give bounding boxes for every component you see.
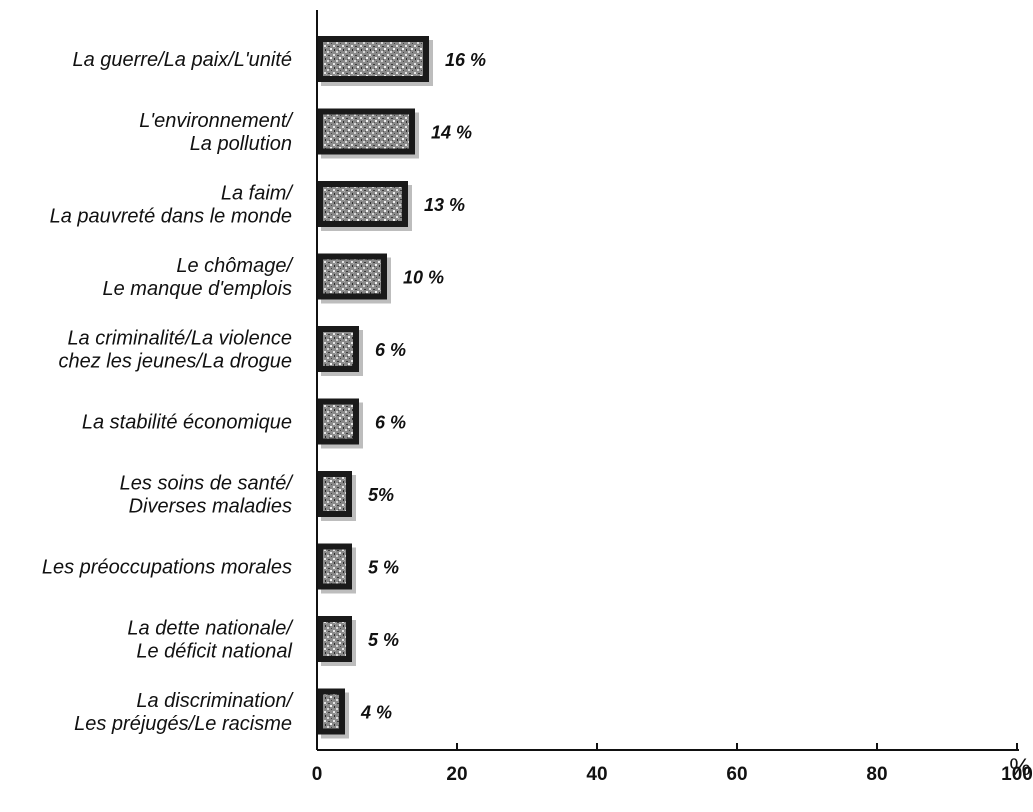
bar-texture [323,622,346,656]
category-label: L'environnement/ [139,110,294,132]
category-label: La criminalité/La violence [67,328,292,350]
value-label: 16 % [445,50,486,70]
bar-texture [323,187,402,221]
value-label: 5 % [368,558,399,578]
axes: 0 20 40 60 80 100% [312,10,1033,785]
x-tick-label: 60 [726,764,747,785]
category-label: La pollution [190,133,292,155]
category-label: La discrimination/ [136,690,294,712]
category-label: La stabilité économique [82,412,292,434]
category-label: chez les jeunes/La drogue [59,351,293,373]
bar-texture [323,332,353,366]
category-label: Le chômage/ [176,255,294,277]
category-label: Les préoccupations morales [42,557,292,579]
value-label: 5% [368,485,394,505]
bars-layer [317,36,433,739]
value-label: 5 % [368,630,399,650]
x-axis-unit-label: % [1009,754,1030,781]
x-tick-label: 0 [312,764,323,785]
value-label: 6 % [375,413,406,433]
value-label: 10 % [403,268,444,288]
category-label: La guerre/La paix/L'unité [72,49,292,71]
bar-texture [323,404,353,439]
category-label: Les soins de santé/ [120,473,295,495]
x-tick-label: 20 [446,764,467,785]
bar-texture [323,477,346,511]
bar-texture [323,259,381,294]
category-label: La dette nationale/ [127,618,294,640]
category-label: Le déficit national [136,641,292,663]
value-label: 14 % [431,123,472,143]
category-label: Les préjugés/Le racisme [74,713,292,735]
x-tick-label: 100 [1001,764,1033,785]
bar-texture [323,694,339,729]
value-label: 6 % [375,340,406,360]
category-label: Diverses maladies [129,496,292,518]
category-label: Le manque d'emplois [103,278,293,300]
bar-texture [323,42,423,76]
x-tick-label: 40 [586,764,607,785]
category-label: La faim/ [221,183,295,205]
value-label: 13 % [424,195,465,215]
category-label: La pauvreté dans le monde [50,206,292,228]
value-label: 4 % [360,703,392,723]
bar-texture [323,549,346,584]
bar-texture [323,114,409,149]
x-tick-label: 80 [866,764,887,785]
value-labels: 16 % 14 % 13 % 10 % 6 % 6 % 5% 5 % 5 % 4 % [360,50,486,723]
category-labels: La guerre/La paix/L'unité L'environnement… [42,49,295,735]
